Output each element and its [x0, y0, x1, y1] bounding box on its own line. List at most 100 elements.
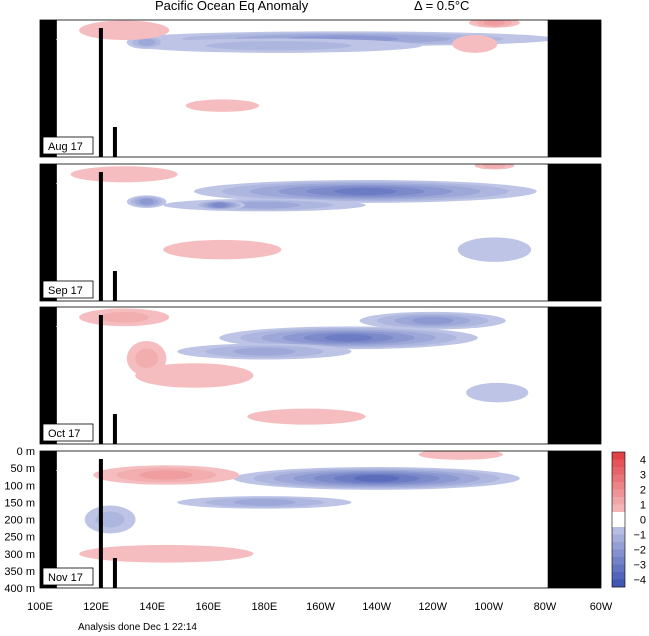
warm-anomaly-contour — [135, 348, 159, 369]
panel-0: Aug 17 — [39, 19, 602, 158]
colorbar-tick-label: −2 — [633, 545, 646, 557]
land-philippines — [98, 172, 103, 301]
warm-anomaly-contour — [163, 239, 282, 260]
land-notch — [56, 307, 64, 327]
land-indonesia — [40, 164, 57, 301]
cool-anomaly-contour — [212, 202, 228, 208]
warm-anomaly-contour — [418, 451, 504, 460]
x-tick-label: 160W — [306, 601, 335, 613]
colorbar-swatch — [612, 549, 625, 558]
colorbar-tick-label: −4 — [633, 575, 646, 587]
y-tick-label: 150 m — [4, 497, 35, 509]
land-south-america — [547, 307, 601, 444]
colorbar-tick-label: 4 — [640, 455, 646, 467]
panel-month-label: Nov 17 — [48, 572, 83, 584]
land-island — [112, 271, 117, 301]
y-tick-label: 350 m — [4, 566, 35, 578]
cool-anomaly-contour — [334, 187, 397, 195]
land-indonesia — [40, 451, 57, 588]
colorbar-swatch — [612, 452, 625, 460]
land-philippines — [98, 459, 103, 588]
panel-month-label: Sep 17 — [48, 285, 83, 297]
x-tick-label: 60W — [590, 601, 613, 613]
panel-frame — [39, 306, 602, 445]
panel-3: Nov 17 — [39, 450, 602, 589]
land-indonesia — [40, 307, 57, 444]
y-tick-label: 100 m — [4, 480, 35, 492]
colorbar-tick-label: 2 — [640, 485, 646, 497]
colorbar-swatch — [612, 512, 625, 520]
y-axis: 0 m 50 m 100 m 150 m 200 m 250 m 300 m 350 m 400… — [4, 446, 35, 595]
colorbar-tick-label: −3 — [633, 560, 646, 572]
cool-anomaly-contour — [324, 334, 373, 342]
colorbar-swatch — [612, 557, 625, 565]
colorbar-tick-label: 0 — [640, 515, 646, 527]
cool-anomaly-contour — [228, 201, 301, 209]
x-tick-label: 120E — [83, 601, 109, 613]
land-indonesia — [40, 20, 57, 157]
x-tick-label: 100W — [474, 601, 503, 613]
x-tick-label: 140E — [139, 601, 165, 613]
warm-anomaly-contour — [79, 544, 254, 563]
cool-anomaly-contour — [137, 38, 156, 46]
land-philippines — [98, 315, 103, 444]
panel-2: Oct 17 — [39, 306, 602, 445]
panel-label-box — [42, 280, 94, 299]
warm-anomaly-contour — [482, 164, 506, 169]
colorbar-tick-label: 3 — [640, 470, 646, 482]
y-tick-label: 200 m — [4, 515, 35, 527]
analysis-timestamp: Analysis done Dec 1 22:14 — [78, 622, 197, 633]
land-south-america — [547, 164, 601, 301]
cool-anomaly-contour — [95, 511, 125, 528]
x-tick-label: 180E — [252, 601, 278, 613]
land-island — [112, 558, 117, 588]
y-tick-label: 50 m — [11, 463, 35, 475]
cool-anomaly-contour — [412, 316, 454, 325]
land-notch — [56, 164, 64, 184]
cool-anomaly-contour — [457, 237, 532, 262]
panel-frame — [39, 163, 602, 302]
warm-anomaly-contour — [100, 311, 149, 323]
colorbar-frame — [611, 451, 626, 588]
colorbar-tick-label: −1 — [633, 530, 646, 542]
warm-anomaly-contour — [483, 20, 505, 26]
land-notch — [56, 451, 64, 471]
cool-anomaly-contour — [233, 498, 296, 506]
colorbar-swatch — [612, 542, 625, 550]
colorbar-tick-label: 1 — [640, 500, 646, 512]
y-tick-label: 300 m — [4, 549, 35, 561]
colorbar-swatch — [612, 474, 625, 483]
x-tick-label: 100E — [27, 601, 53, 613]
colorbar-swatch — [612, 459, 625, 468]
y-tick-label: 400 m — [4, 583, 35, 595]
colorbar-swatch — [612, 579, 625, 588]
colorbar-swatch — [612, 572, 625, 580]
panel-frame — [39, 450, 602, 589]
colorbar-swatch — [612, 519, 625, 528]
land-philippines — [98, 28, 103, 157]
x-tick-label: 140W — [362, 601, 391, 613]
panel-label-box — [42, 136, 94, 155]
colorbar-swatch — [612, 482, 625, 490]
panel-1: Sep 17 — [39, 163, 602, 302]
x-tick-label: 160E — [195, 601, 221, 613]
panel-month-label: Oct 17 — [48, 428, 80, 440]
panel-label-box — [42, 423, 94, 442]
contour-interval-label: Δ = 0.5°C — [414, 0, 470, 13]
land-island — [112, 414, 117, 444]
colorbar-swatch — [612, 564, 625, 573]
warm-anomaly-contour — [70, 166, 178, 183]
land-south-america — [547, 451, 601, 588]
colorbar-swatch — [612, 534, 625, 543]
warm-anomaly-contour — [452, 35, 498, 53]
x-axis: 100E 120E 140E 160E 180E 160W 140W 120W 100W 80W 6… — [27, 601, 613, 613]
panel-frame — [39, 19, 602, 158]
cool-anomaly-contour — [353, 475, 400, 482]
colorbar-swatch — [612, 467, 625, 475]
warm-anomaly-contour — [79, 20, 170, 40]
cool-anomaly-contour — [139, 198, 154, 205]
warm-anomaly-contour — [139, 470, 193, 480]
x-tick-label: 120W — [418, 601, 447, 613]
warm-anomaly-contour — [247, 408, 366, 425]
panel-label-box — [42, 567, 94, 586]
